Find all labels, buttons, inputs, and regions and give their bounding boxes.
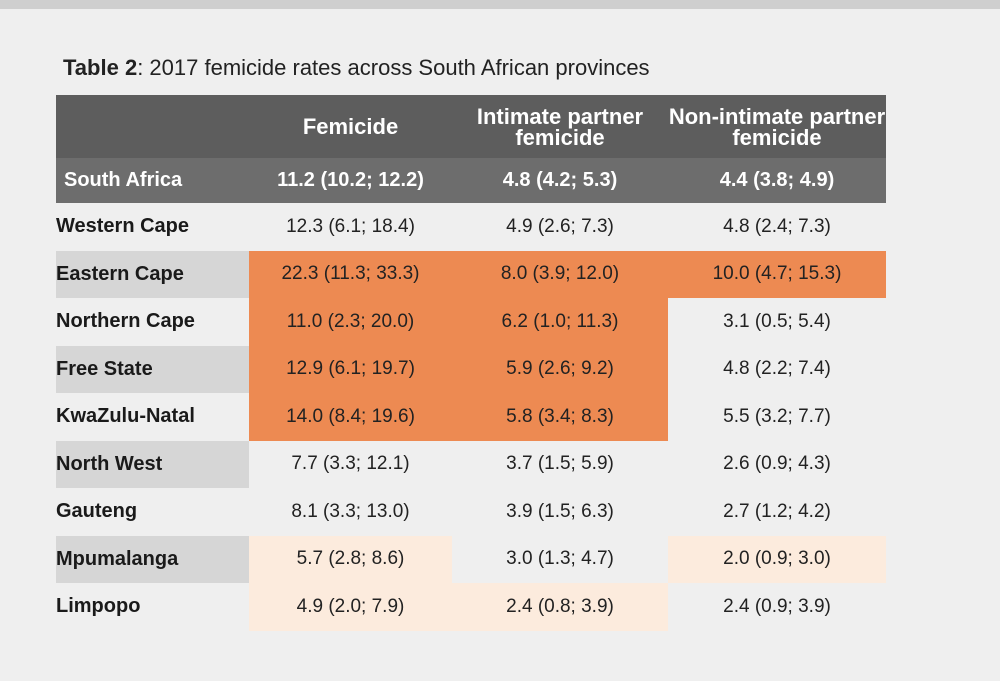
- femicide-cell: 14.0 (8.4; 19.6): [249, 393, 452, 441]
- top-border: [0, 0, 1000, 9]
- intimate-partner-cell: 6.2 (1.0; 11.3): [452, 298, 668, 346]
- province-name: Eastern Cape: [56, 250, 249, 298]
- national-label: South Africa: [64, 169, 183, 191]
- non-intimate-partner-cell: 2.7 (1.2; 4.2): [723, 500, 831, 522]
- femicide-cell: 22.3 (11.3; 33.3): [249, 250, 452, 298]
- province-name: Western Cape: [56, 215, 190, 238]
- non-intimate-partner-cell: 4.8 (2.2; 7.4): [723, 358, 831, 380]
- intimate-partner-cell: 5.8 (3.4; 8.3): [452, 393, 668, 441]
- femicide-cell: 4.9 (2.0; 7.9): [249, 583, 452, 631]
- non-intimate-partner-cell: 5.5 (3.2; 7.7): [723, 405, 831, 427]
- table-row: Limpopo 4.9 (2.0; 7.9) 2.4 (0.8; 3.9) 2.4 (…: [56, 583, 886, 631]
- table-header-row: Femicide Intimate partner femicide Non-i…: [56, 95, 886, 158]
- intimate-partner-cell: 3.7 (1.5; 5.9): [506, 453, 614, 475]
- non-intimate-partner-cell: 2.0 (0.9; 3.0): [668, 535, 886, 583]
- table-row: Western Cape 12.3 (6.1; 18.4) 4.9 (2.6; 7.…: [56, 203, 886, 251]
- table-number: Table 2: [63, 55, 138, 80]
- intimate-partner-cell: 8.0 (3.9; 12.0): [452, 250, 668, 298]
- table-row: Gauteng 8.1 (3.3; 13.0) 3.9 (1.5; 6.3) 2.7 …: [56, 488, 886, 536]
- non-intimate-partner-cell: 2.4 (0.9; 3.9): [723, 595, 831, 617]
- femicide-cell: 12.9 (6.1; 19.7): [249, 345, 452, 393]
- non-intimate-partner-cell: 10.0 (4.7; 15.3): [668, 250, 886, 298]
- table-title: : 2017 femicide rates across South Afric…: [137, 55, 650, 80]
- national-row: South Africa 11.2 (10.2; 12.2) 4.8 (4.2;…: [56, 158, 886, 203]
- femicide-cell: 5.7 (2.8; 8.6): [249, 535, 452, 583]
- header-femicide: Femicide: [302, 114, 399, 139]
- province-name: North West: [56, 440, 249, 488]
- province-name: Northern Cape: [56, 310, 195, 333]
- non-intimate-partner-cell: 3.1 (0.5; 5.4): [723, 310, 831, 332]
- header-non-intimate-partner-femicide: Non-intimate partner femicide: [668, 103, 886, 150]
- province-name: Free State: [56, 345, 249, 393]
- table-row: Mpumalanga 5.7 (2.8; 8.6) 3.0 (1.3; 4.7) 2.…: [56, 535, 886, 583]
- intimate-partner-cell: 3.9 (1.5; 6.3): [506, 500, 614, 522]
- national-non-intimate-partner: 4.4 (3.8; 4.9): [719, 169, 835, 191]
- national-intimate-partner: 4.8 (4.2; 5.3): [502, 169, 618, 191]
- national-femicide: 11.2 (10.2; 12.2): [277, 169, 424, 191]
- table-row: North West 7.7 (3.3; 12.1) 3.7 (1.5; 5.9) 2…: [56, 440, 886, 488]
- femicide-cell: 7.7 (3.3; 12.1): [291, 453, 410, 475]
- non-intimate-partner-cell: 4.8 (2.4; 7.3): [723, 215, 831, 237]
- table-row: Eastern Cape 22.3 (11.3; 33.3) 8.0 (3.9; 1…: [56, 250, 886, 298]
- femicide-cell: 12.3 (6.1; 18.4): [286, 215, 415, 237]
- table-row: KwaZulu-Natal 14.0 (8.4; 19.6) 5.8 (3.4; 8…: [56, 393, 886, 441]
- intimate-partner-cell: 5.9 (2.6; 9.2): [452, 345, 668, 393]
- femicide-cell: 11.0 (2.3; 20.0): [249, 298, 452, 346]
- non-intimate-partner-cell: 2.6 (0.9; 4.3): [723, 453, 831, 475]
- province-name: Mpumalanga: [56, 535, 249, 583]
- header-intimate-partner-femicide: Intimate partner femicide: [476, 103, 644, 150]
- table-row: Free State 12.9 (6.1; 19.7) 5.9 (2.6; 9.2)…: [56, 345, 886, 393]
- table-caption: Table 2: 2017 femicide rates across Sout…: [63, 55, 650, 81]
- province-name: Gauteng: [56, 500, 138, 523]
- intimate-partner-cell: 2.4 (0.8; 3.9): [452, 583, 668, 631]
- femicide-table: Femicide Intimate partner femicide Non-i…: [56, 95, 886, 631]
- header-province: [56, 95, 249, 158]
- province-name: Limpopo: [56, 595, 141, 618]
- intimate-partner-cell: 4.9 (2.6; 7.3): [506, 215, 614, 237]
- femicide-cell: 8.1 (3.3; 13.0): [291, 500, 410, 522]
- province-name: KwaZulu-Natal: [56, 405, 195, 428]
- intimate-partner-cell: 3.0 (1.3; 4.7): [506, 548, 614, 570]
- table-row: Northern Cape 11.0 (2.3; 20.0) 6.2 (1.0; 1…: [56, 298, 886, 346]
